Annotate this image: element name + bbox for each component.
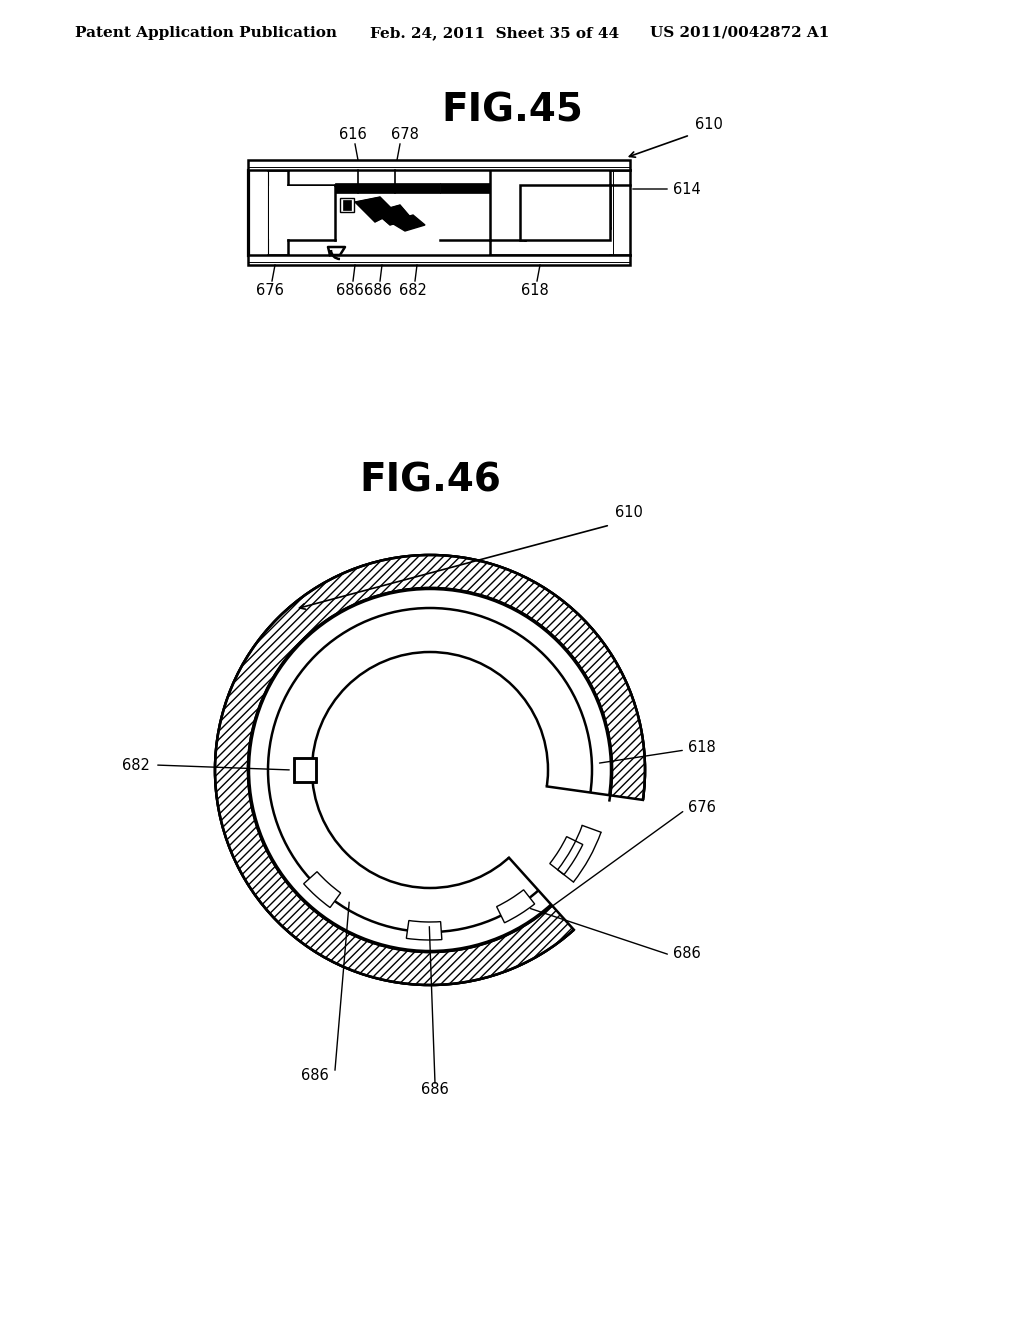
Text: 682: 682 bbox=[122, 758, 150, 772]
Text: 610: 610 bbox=[615, 506, 643, 520]
Polygon shape bbox=[355, 197, 395, 222]
Text: FIG.46: FIG.46 bbox=[359, 461, 501, 499]
Text: 610: 610 bbox=[695, 117, 723, 132]
Text: 614: 614 bbox=[673, 181, 700, 197]
Text: 682: 682 bbox=[399, 282, 427, 298]
Text: 618: 618 bbox=[688, 741, 716, 755]
Text: 616: 616 bbox=[339, 127, 367, 143]
Text: 618: 618 bbox=[521, 282, 549, 298]
Text: 686: 686 bbox=[336, 282, 364, 298]
Wedge shape bbox=[430, 770, 648, 933]
Text: 676: 676 bbox=[688, 800, 716, 816]
Bar bbox=[440, 183, 490, 193]
Bar bbox=[248, 255, 630, 265]
Text: 676: 676 bbox=[256, 282, 284, 298]
Bar bbox=[520, 185, 610, 240]
Text: 678: 678 bbox=[391, 127, 419, 143]
Bar bbox=[335, 183, 440, 193]
Bar bbox=[269, 186, 334, 239]
Bar bbox=[248, 160, 630, 170]
Text: 686: 686 bbox=[365, 282, 392, 298]
Text: US 2011/0042872 A1: US 2011/0042872 A1 bbox=[650, 26, 829, 40]
Circle shape bbox=[249, 589, 611, 950]
Polygon shape bbox=[375, 205, 412, 224]
Bar bbox=[294, 758, 316, 781]
Wedge shape bbox=[407, 920, 442, 940]
Bar bbox=[343, 201, 351, 210]
Text: 686: 686 bbox=[421, 1082, 449, 1097]
Bar bbox=[296, 760, 314, 780]
Text: Patent Application Publication: Patent Application Publication bbox=[75, 26, 337, 40]
Bar bbox=[340, 198, 354, 213]
Text: 686: 686 bbox=[301, 1068, 329, 1082]
Text: Feb. 24, 2011  Sheet 35 of 44: Feb. 24, 2011 Sheet 35 of 44 bbox=[370, 26, 620, 40]
Text: FIG.45: FIG.45 bbox=[441, 91, 583, 129]
Bar bbox=[294, 758, 316, 781]
Polygon shape bbox=[390, 215, 425, 231]
Wedge shape bbox=[550, 837, 583, 875]
Circle shape bbox=[210, 550, 650, 990]
Wedge shape bbox=[304, 871, 341, 908]
Text: 686: 686 bbox=[673, 945, 700, 961]
Circle shape bbox=[215, 554, 645, 985]
Polygon shape bbox=[328, 247, 345, 255]
Wedge shape bbox=[497, 890, 535, 923]
